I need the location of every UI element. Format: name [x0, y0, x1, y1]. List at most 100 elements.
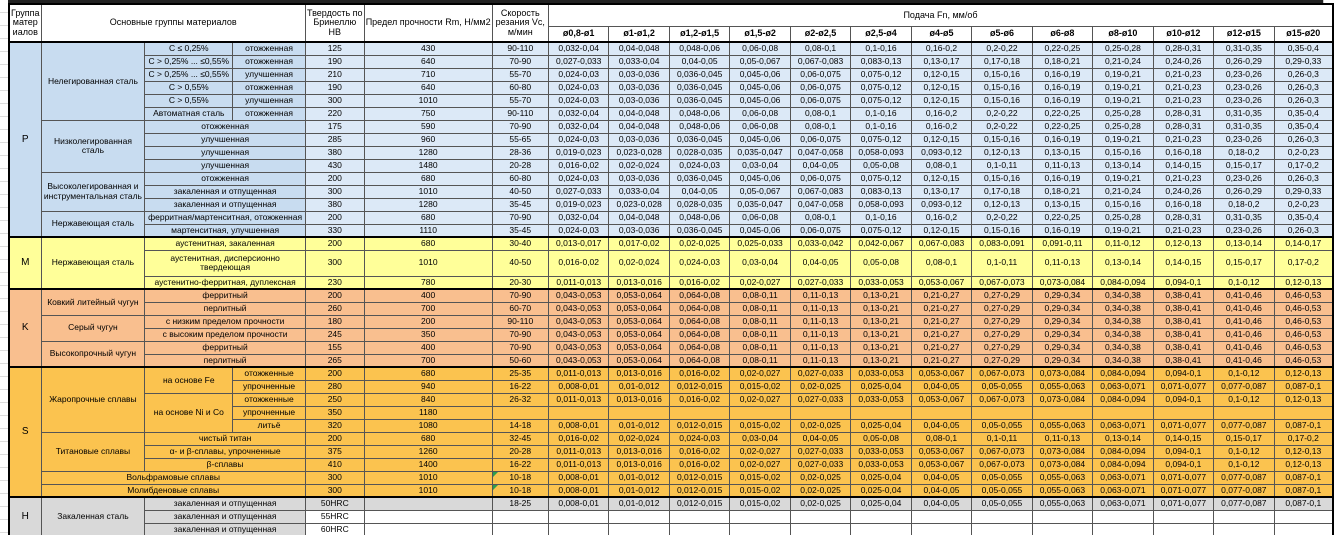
table-cell: ферритная/мартенситная, отожженная: [144, 210, 306, 225]
feed-cell: [850, 509, 912, 524]
feed-cell: 0,13-0,21: [850, 288, 912, 303]
feed-cell: 0,11-0,13: [789, 340, 852, 355]
table-cell: Нелегированная сталь: [40, 41, 146, 121]
feed-cell: 0,1-0,11: [971, 249, 1033, 277]
header-diameter: ø1,5-ø2: [729, 25, 791, 43]
feed-cell: 0,075-0,12: [850, 223, 912, 238]
table-cell: Закаленная сталь: [40, 496, 146, 535]
feed-cell: [668, 509, 731, 524]
table-row: S Жаропрочные сплавы на основе Fe отожженны…: [8, 366, 1334, 498]
table-cell: 350: [304, 405, 365, 420]
table-cell: отожженная: [232, 80, 306, 95]
feed-cell: 0,053-0,064: [608, 288, 670, 303]
feed-cell: 0,025-0,033: [729, 236, 791, 251]
feed-cell: [971, 509, 1033, 524]
table-cell: 60-70: [491, 301, 549, 316]
feed-cell: 0,12-0,13: [971, 197, 1033, 212]
feed-cell: 0,064-0,08: [668, 288, 731, 303]
feed-cell: 0,011-0,013: [547, 392, 610, 407]
feed-cell: 0,06-0,075: [789, 132, 852, 147]
feed-cell: 0,06-0,075: [789, 223, 852, 238]
feed-cell: 0,033-0,04: [608, 54, 670, 69]
feed-cell: 0,087-0,1: [1273, 379, 1334, 394]
feed-cell: [1273, 405, 1334, 420]
feed-cell: [547, 405, 610, 420]
feed-cell: 0,16-0,19: [1031, 171, 1094, 186]
table-cell: улучшенная: [144, 132, 306, 147]
feed-cell: 0,036-0,045: [668, 80, 731, 95]
table-cell: 1010: [363, 249, 493, 277]
table-cell: 380: [304, 197, 365, 212]
feed-cell: 0,048-0,06: [668, 119, 731, 134]
feed-cell: 0,08-0,1: [789, 210, 852, 225]
feed-cell: 0,08-0,1: [910, 249, 973, 277]
feed-cell: 0,06-0,075: [789, 80, 852, 95]
table-cell: 55HRC: [304, 509, 365, 524]
feed-cell: 0,087-0,1: [1273, 483, 1334, 498]
feed-cell: 0,016-0,02: [668, 444, 731, 459]
table-row: перлитный 260 700 60-70 0,043-0,053 0,053-0,0…: [9, 301, 1334, 316]
feed-cell: 0,027-0,033: [789, 457, 852, 472]
header-diameter: ø6-ø8: [1031, 25, 1094, 43]
feed-cell: 0,012-0,015: [668, 470, 731, 485]
feed-cell: 0,26-0,3: [1273, 132, 1334, 147]
table-cell: 55-65: [491, 132, 549, 147]
feed-cell: 0,2-0,23: [1273, 145, 1334, 160]
feed-cell: [1213, 522, 1275, 535]
table-row: перлитный 265 700 50-60 0,043-0,053 0,053-0,0…: [9, 353, 1334, 368]
feed-cell: 0,04-0,048: [608, 41, 670, 56]
feed-cell: 0,28-0,31: [1152, 210, 1215, 225]
table-cell: аустенитная, дисперсионно твердеющая: [144, 249, 306, 277]
table-row: C > 0,25% ... ≤0,55% отожженная 190 640 70-9…: [9, 54, 1334, 69]
header-diameter: ø0,8-ø1: [547, 25, 610, 43]
feed-cell: 0,02-0,025: [789, 470, 852, 485]
header-diameter: ø2,5-ø4: [850, 25, 912, 43]
table-cell: улучшенная: [144, 158, 306, 173]
feed-cell: 0,26-0,3: [1273, 67, 1334, 82]
feed-cell: 0,03-0,036: [608, 132, 670, 147]
feed-cell: 0,2-0,22: [971, 119, 1033, 134]
feed-cell: 0,16-0,18: [1152, 197, 1215, 212]
feed-cell: 0,058-0,093: [850, 145, 912, 160]
feed-cell: 0,045-0,06: [729, 80, 791, 95]
table-cell: 50-60: [491, 353, 549, 368]
feed-cell: 0,19-0,21: [1092, 171, 1154, 186]
feed-cell: 0,21-0,24: [1092, 54, 1154, 69]
feed-cell: 0,075-0,12: [850, 93, 912, 108]
feed-cell: 0,15-0,17: [1213, 431, 1275, 446]
table-cell: 700: [363, 301, 493, 316]
feed-cell: 0,25-0,28: [1092, 41, 1154, 56]
feed-cell: 0,032-0,04: [547, 210, 610, 225]
table-cell: отожженная: [144, 171, 306, 186]
feed-cell: 0,083-0,13: [850, 184, 912, 199]
feed-cell: 0,077-0,087: [1213, 379, 1275, 394]
feed-cell: 0,055-0,063: [1031, 379, 1094, 394]
table-cell: на основе Ni и Co: [144, 392, 234, 433]
feed-cell: 0,23-0,26: [1213, 93, 1275, 108]
feed-cell: 0,019-0,023: [547, 145, 610, 160]
table-cell: Молибденовые сплавы: [40, 483, 306, 498]
feed-cell: 0,084-0,094: [1092, 275, 1154, 290]
feed-cell: 0,12-0,15: [910, 67, 973, 82]
feed-cell: 0,34-0,38: [1092, 288, 1154, 303]
feed-cell: 0,46-0,53: [1273, 353, 1334, 368]
feed-cell: 0,16-0,19: [1031, 223, 1094, 238]
feed-cell: 0,012-0,015: [668, 379, 731, 394]
feed-cell: 0,013-0,017: [547, 236, 610, 251]
feed-cell: 0,011-0,013: [547, 275, 610, 290]
table-cell: C > 0,25% ... ≤0,55%: [144, 67, 234, 82]
feed-cell: 0,35-0,4: [1273, 119, 1334, 134]
feed-cell: 0,26-0,3: [1273, 223, 1334, 238]
feed-cell: 0,38-0,41: [1152, 340, 1215, 355]
feed-cell: 0,12-0,13: [1273, 366, 1334, 381]
table-cell: 200: [304, 236, 365, 251]
feed-cell: 0,01-0,012: [608, 496, 670, 511]
feed-cell: [608, 522, 670, 535]
feed-cell: 0,17-0,18: [971, 184, 1033, 199]
feed-cell: 0,28-0,31: [1152, 119, 1215, 134]
feed-cell: [1031, 522, 1094, 535]
feed-cell: 0,15-0,17: [1213, 158, 1275, 173]
feed-cell: 0,025-0,04: [850, 496, 912, 511]
feed-cell: 0,12-0,15: [910, 80, 973, 95]
feed-cell: 0,024-0,03: [668, 249, 731, 277]
